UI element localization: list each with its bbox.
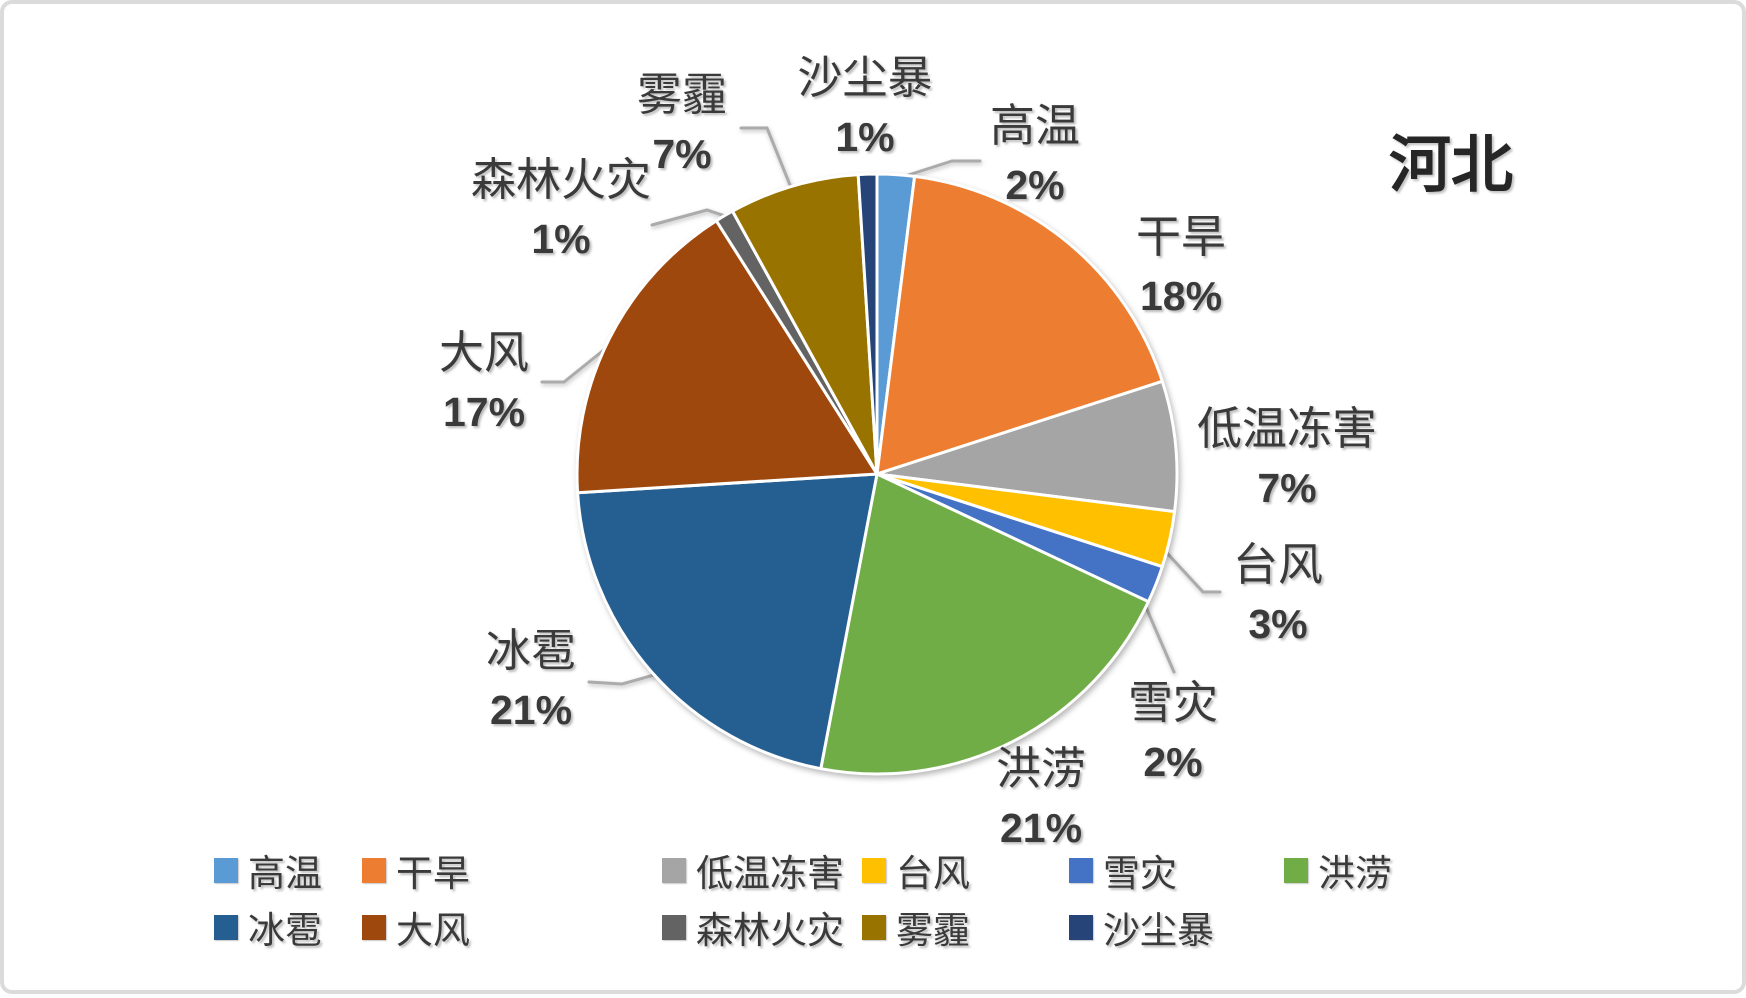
leader-line bbox=[894, 159, 982, 181]
slice-label-name: 低温冻害 bbox=[1196, 404, 1378, 454]
slice-label-name: 大风 bbox=[438, 328, 530, 378]
pie-slice[interactable] bbox=[575, 219, 879, 495]
slice-label-percent: 1% bbox=[835, 114, 895, 160]
slice-label-name: 森林火灾 bbox=[470, 155, 652, 205]
legend-label: 高温 bbox=[248, 854, 322, 895]
slice-label-percent: 7% bbox=[652, 131, 712, 177]
slice-label-name: 冰雹 bbox=[485, 626, 577, 676]
leader-line bbox=[1165, 551, 1222, 594]
leader-lines-group bbox=[540, 126, 1222, 686]
legend-swatch bbox=[862, 914, 886, 940]
slice-label-name: 台风 bbox=[1232, 540, 1324, 590]
slice-label-name: 雪灾 bbox=[1127, 678, 1219, 728]
slice-label-name: 干旱 bbox=[1135, 212, 1227, 262]
slice-label: 冰雹 21% bbox=[486, 622, 576, 740]
legend-item[interactable]: 干旱 bbox=[362, 850, 470, 895]
slice-label-percent: 2% bbox=[1005, 162, 1065, 208]
legend-item[interactable]: 大风 bbox=[362, 907, 470, 952]
legend-label: 雪灾 bbox=[1103, 854, 1177, 895]
legend-item[interactable]: 雾霾 bbox=[862, 907, 970, 952]
legend-swatch bbox=[214, 914, 238, 940]
slice-label-percent: 18% bbox=[1139, 273, 1223, 319]
leader-line bbox=[739, 126, 794, 192]
slice-label: 森林火灾 1% bbox=[471, 151, 651, 269]
legend-label: 森林火灾 bbox=[696, 911, 844, 952]
legend-item[interactable]: 沙尘暴 bbox=[1069, 907, 1214, 952]
legend-label: 沙尘暴 bbox=[1103, 911, 1214, 952]
leader-line bbox=[650, 208, 727, 227]
legend-item[interactable]: 低温冻害 bbox=[662, 850, 844, 895]
pie-slice[interactable] bbox=[819, 472, 1150, 776]
legend-swatch bbox=[662, 914, 686, 940]
legend-item[interactable]: 森林火灾 bbox=[662, 907, 844, 952]
slice-label-percent: 21% bbox=[489, 687, 573, 733]
pie-slice[interactable] bbox=[576, 472, 879, 771]
pie-slice[interactable] bbox=[731, 173, 879, 476]
slice-label-name: 洪涝 bbox=[995, 744, 1087, 794]
legend-swatch bbox=[362, 857, 386, 883]
pie-slice[interactable] bbox=[875, 379, 1179, 514]
legend-swatch bbox=[214, 857, 238, 883]
slice-label: 大风 17% bbox=[439, 324, 529, 442]
legend-item[interactable]: 洪涝 bbox=[1284, 850, 1392, 895]
legend-label: 雾霾 bbox=[896, 911, 970, 952]
slice-label: 沙尘暴 1% bbox=[797, 49, 932, 167]
legend-label: 干旱 bbox=[396, 854, 470, 895]
pie-slices-group bbox=[575, 172, 1179, 776]
legend-swatch bbox=[1069, 857, 1093, 883]
legend-swatch bbox=[662, 857, 686, 883]
slice-label-percent: 2% bbox=[1143, 739, 1203, 785]
slice-label-name: 高温 bbox=[989, 101, 1081, 151]
slice-label: 高温 2% bbox=[990, 97, 1080, 215]
slice-label-percent: 3% bbox=[1248, 601, 1308, 647]
leader-line bbox=[1143, 603, 1176, 674]
legend-label: 台风 bbox=[896, 854, 970, 895]
slice-label-name: 沙尘暴 bbox=[797, 53, 933, 103]
legend-swatch bbox=[862, 857, 886, 883]
slice-label: 台风 3% bbox=[1233, 536, 1323, 654]
pie-slice[interactable] bbox=[875, 174, 1164, 476]
legend-swatch bbox=[1284, 857, 1308, 883]
legend-label: 低温冻害 bbox=[696, 854, 844, 895]
legend-swatch bbox=[1069, 914, 1093, 940]
leader-line bbox=[540, 343, 612, 384]
pie-slice[interactable] bbox=[856, 172, 879, 476]
legend-swatch bbox=[362, 914, 386, 940]
legend-label: 大风 bbox=[396, 911, 470, 952]
slice-label-percent: 17% bbox=[442, 389, 526, 435]
legend-label: 冰雹 bbox=[248, 911, 322, 952]
slice-label-percent: 1% bbox=[531, 216, 591, 262]
slice-label: 雾霾 7% bbox=[637, 66, 727, 184]
legend-item[interactable]: 台风 bbox=[862, 850, 970, 895]
leader-line bbox=[587, 673, 656, 686]
legend-item[interactable]: 冰雹 bbox=[214, 907, 322, 952]
chart-title: 河北 bbox=[1388, 132, 1514, 200]
pie-chart-svg bbox=[540, 126, 1222, 776]
legend-item[interactable]: 高温 bbox=[214, 850, 322, 895]
legend-item[interactable]: 雪灾 bbox=[1069, 850, 1177, 895]
slice-label-name: 雾霾 bbox=[636, 70, 728, 120]
slice-label-percent: 7% bbox=[1257, 465, 1317, 511]
slice-label: 洪涝 21% bbox=[996, 740, 1086, 858]
slice-label: 雪灾 2% bbox=[1128, 674, 1218, 792]
slice-label-percent: 21% bbox=[999, 805, 1083, 851]
slice-label: 低温冻害 7% bbox=[1197, 400, 1377, 518]
slice-label: 干旱 18% bbox=[1136, 208, 1226, 326]
legend-label: 洪涝 bbox=[1318, 854, 1392, 895]
